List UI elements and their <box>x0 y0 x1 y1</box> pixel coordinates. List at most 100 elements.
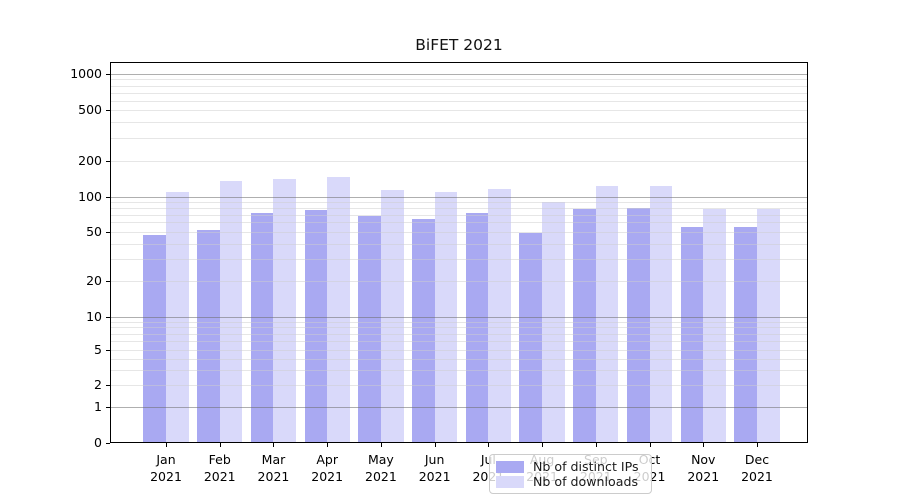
legend: Nb of distinct IPs Nb of downloads <box>489 454 652 494</box>
bar-distinct-ips-jan-2021 <box>143 234 166 443</box>
gridline-minor <box>111 79 807 81</box>
gridline-major <box>111 316 807 318</box>
bar-distinct-ips-sep-2021 <box>573 208 596 443</box>
y-tick-mark <box>106 350 110 351</box>
gridline-major <box>111 74 807 75</box>
gridline-minor <box>111 350 807 351</box>
gridline-minor <box>111 259 807 261</box>
plot-area: Nb of distinct IPs Nb of downloads <box>110 62 808 494</box>
x-tick-label: Jun 2021 <box>418 452 451 484</box>
bar-distinct-ips-dec-2021 <box>734 226 757 443</box>
bar-distinct-ips-oct-2021 <box>626 208 650 443</box>
gridline-minor <box>111 341 807 343</box>
y-tick-label: 0 <box>94 435 102 450</box>
gridline-minor <box>111 231 807 233</box>
gridline-minor <box>111 110 807 111</box>
y-tick-mark <box>106 161 110 162</box>
gridline-minor <box>111 281 807 282</box>
chart-title: BiFET 2021 <box>415 36 503 54</box>
x-tick-label: Apr 2021 <box>311 452 344 484</box>
y-tick-label: 200 <box>78 153 102 168</box>
y-tick-label: 50 <box>86 223 102 239</box>
bar-downloads-sep-2021 <box>595 185 619 443</box>
y-tick-mark <box>106 281 110 282</box>
bar-distinct-ips-feb-2021 <box>197 229 220 443</box>
bar-distinct-ips-may-2021 <box>358 216 381 443</box>
legend-item: Nb of downloads <box>496 474 645 489</box>
y-tick-label: 1 <box>94 398 102 414</box>
legend-item: Nb of distinct IPs <box>496 459 645 474</box>
gridline-minor <box>111 85 807 87</box>
y-tick-mark <box>106 231 110 233</box>
y-tick-mark <box>106 74 110 75</box>
bar-distinct-ips-jun-2021 <box>412 219 435 443</box>
bar-distinct-ips-aug-2021 <box>519 232 543 443</box>
gridline-minor <box>111 369 807 371</box>
bar-downloads-jan-2021 <box>166 192 189 443</box>
y-tick-mark <box>106 385 110 386</box>
bar-downloads-aug-2021 <box>542 202 565 443</box>
x-tick-label: Feb 2021 <box>203 452 236 484</box>
y-tick-label: 1000 <box>70 66 102 81</box>
bar-downloads-may-2021 <box>380 189 404 443</box>
x-tick-label: May 2021 <box>365 452 397 484</box>
legend-swatch-distinct-ips-icon <box>496 460 524 473</box>
y-tick-label: 2 <box>94 377 102 392</box>
gridline-minor <box>111 100 807 102</box>
gridline-minor <box>111 327 807 329</box>
bar-downloads-oct-2021 <box>649 185 673 443</box>
bar-downloads-feb-2021 <box>219 181 243 443</box>
x-tick-label: Mar 2021 <box>257 452 290 484</box>
y-tick-label: 100 <box>78 189 102 204</box>
x-tick-mark <box>327 443 329 447</box>
bar-downloads-apr-2021 <box>327 177 350 443</box>
gridline-major <box>111 197 807 198</box>
legend-label: Nb of distinct IPs <box>533 459 639 474</box>
gridline-minor <box>111 243 807 245</box>
gridline-minor <box>111 333 807 335</box>
legend-swatch-downloads-icon <box>496 475 524 488</box>
y-tick-mark <box>106 197 110 198</box>
gridline-minor <box>111 358 807 360</box>
x-tick-mark <box>703 443 705 447</box>
gridline-minor <box>111 321 807 323</box>
x-tick-mark <box>488 443 490 447</box>
bar-downloads-dec-2021 <box>756 209 780 443</box>
y-tick-mark <box>106 443 110 444</box>
x-tick-label: Dec 2021 <box>741 452 773 484</box>
bar-downloads-mar-2021 <box>273 178 297 443</box>
gridline-minor <box>111 222 807 224</box>
y-tick-mark <box>106 316 110 318</box>
gridline-minor <box>111 385 807 386</box>
x-tick-mark <box>273 443 275 447</box>
x-tick-mark <box>595 443 597 447</box>
x-tick-mark <box>166 443 167 447</box>
bar-downloads-nov-2021 <box>703 208 726 443</box>
y-tick-label: 500 <box>78 102 102 117</box>
legend-label: Nb of downloads <box>533 474 639 489</box>
gridline-minor <box>111 138 807 140</box>
gridline-minor <box>111 214 807 216</box>
y-tick-mark <box>106 110 110 111</box>
gridline-minor <box>111 122 807 124</box>
bar-downloads-jul-2021 <box>488 189 511 443</box>
gridline-minor <box>111 161 807 162</box>
x-tick-mark <box>434 443 436 447</box>
gridline-minor <box>111 202 807 204</box>
y-tick-label: 10 <box>86 308 102 324</box>
gridline-major <box>111 406 807 408</box>
bar-distinct-ips-nov-2021 <box>680 226 704 443</box>
x-tick-mark <box>649 443 651 447</box>
gridline-minor <box>111 208 807 210</box>
x-tick-mark <box>380 443 382 447</box>
x-tick-mark <box>219 443 221 447</box>
y-tick-mark <box>106 406 110 408</box>
x-tick-mark <box>756 443 758 447</box>
bar-distinct-ips-apr-2021 <box>304 210 328 443</box>
x-tick-mark <box>542 443 544 447</box>
x-tick-label: Jan 2021 <box>150 452 182 484</box>
x-tick-label: Nov 2021 <box>687 452 720 484</box>
y-tick-label: 5 <box>94 342 102 357</box>
y-tick-label: 20 <box>86 273 102 288</box>
